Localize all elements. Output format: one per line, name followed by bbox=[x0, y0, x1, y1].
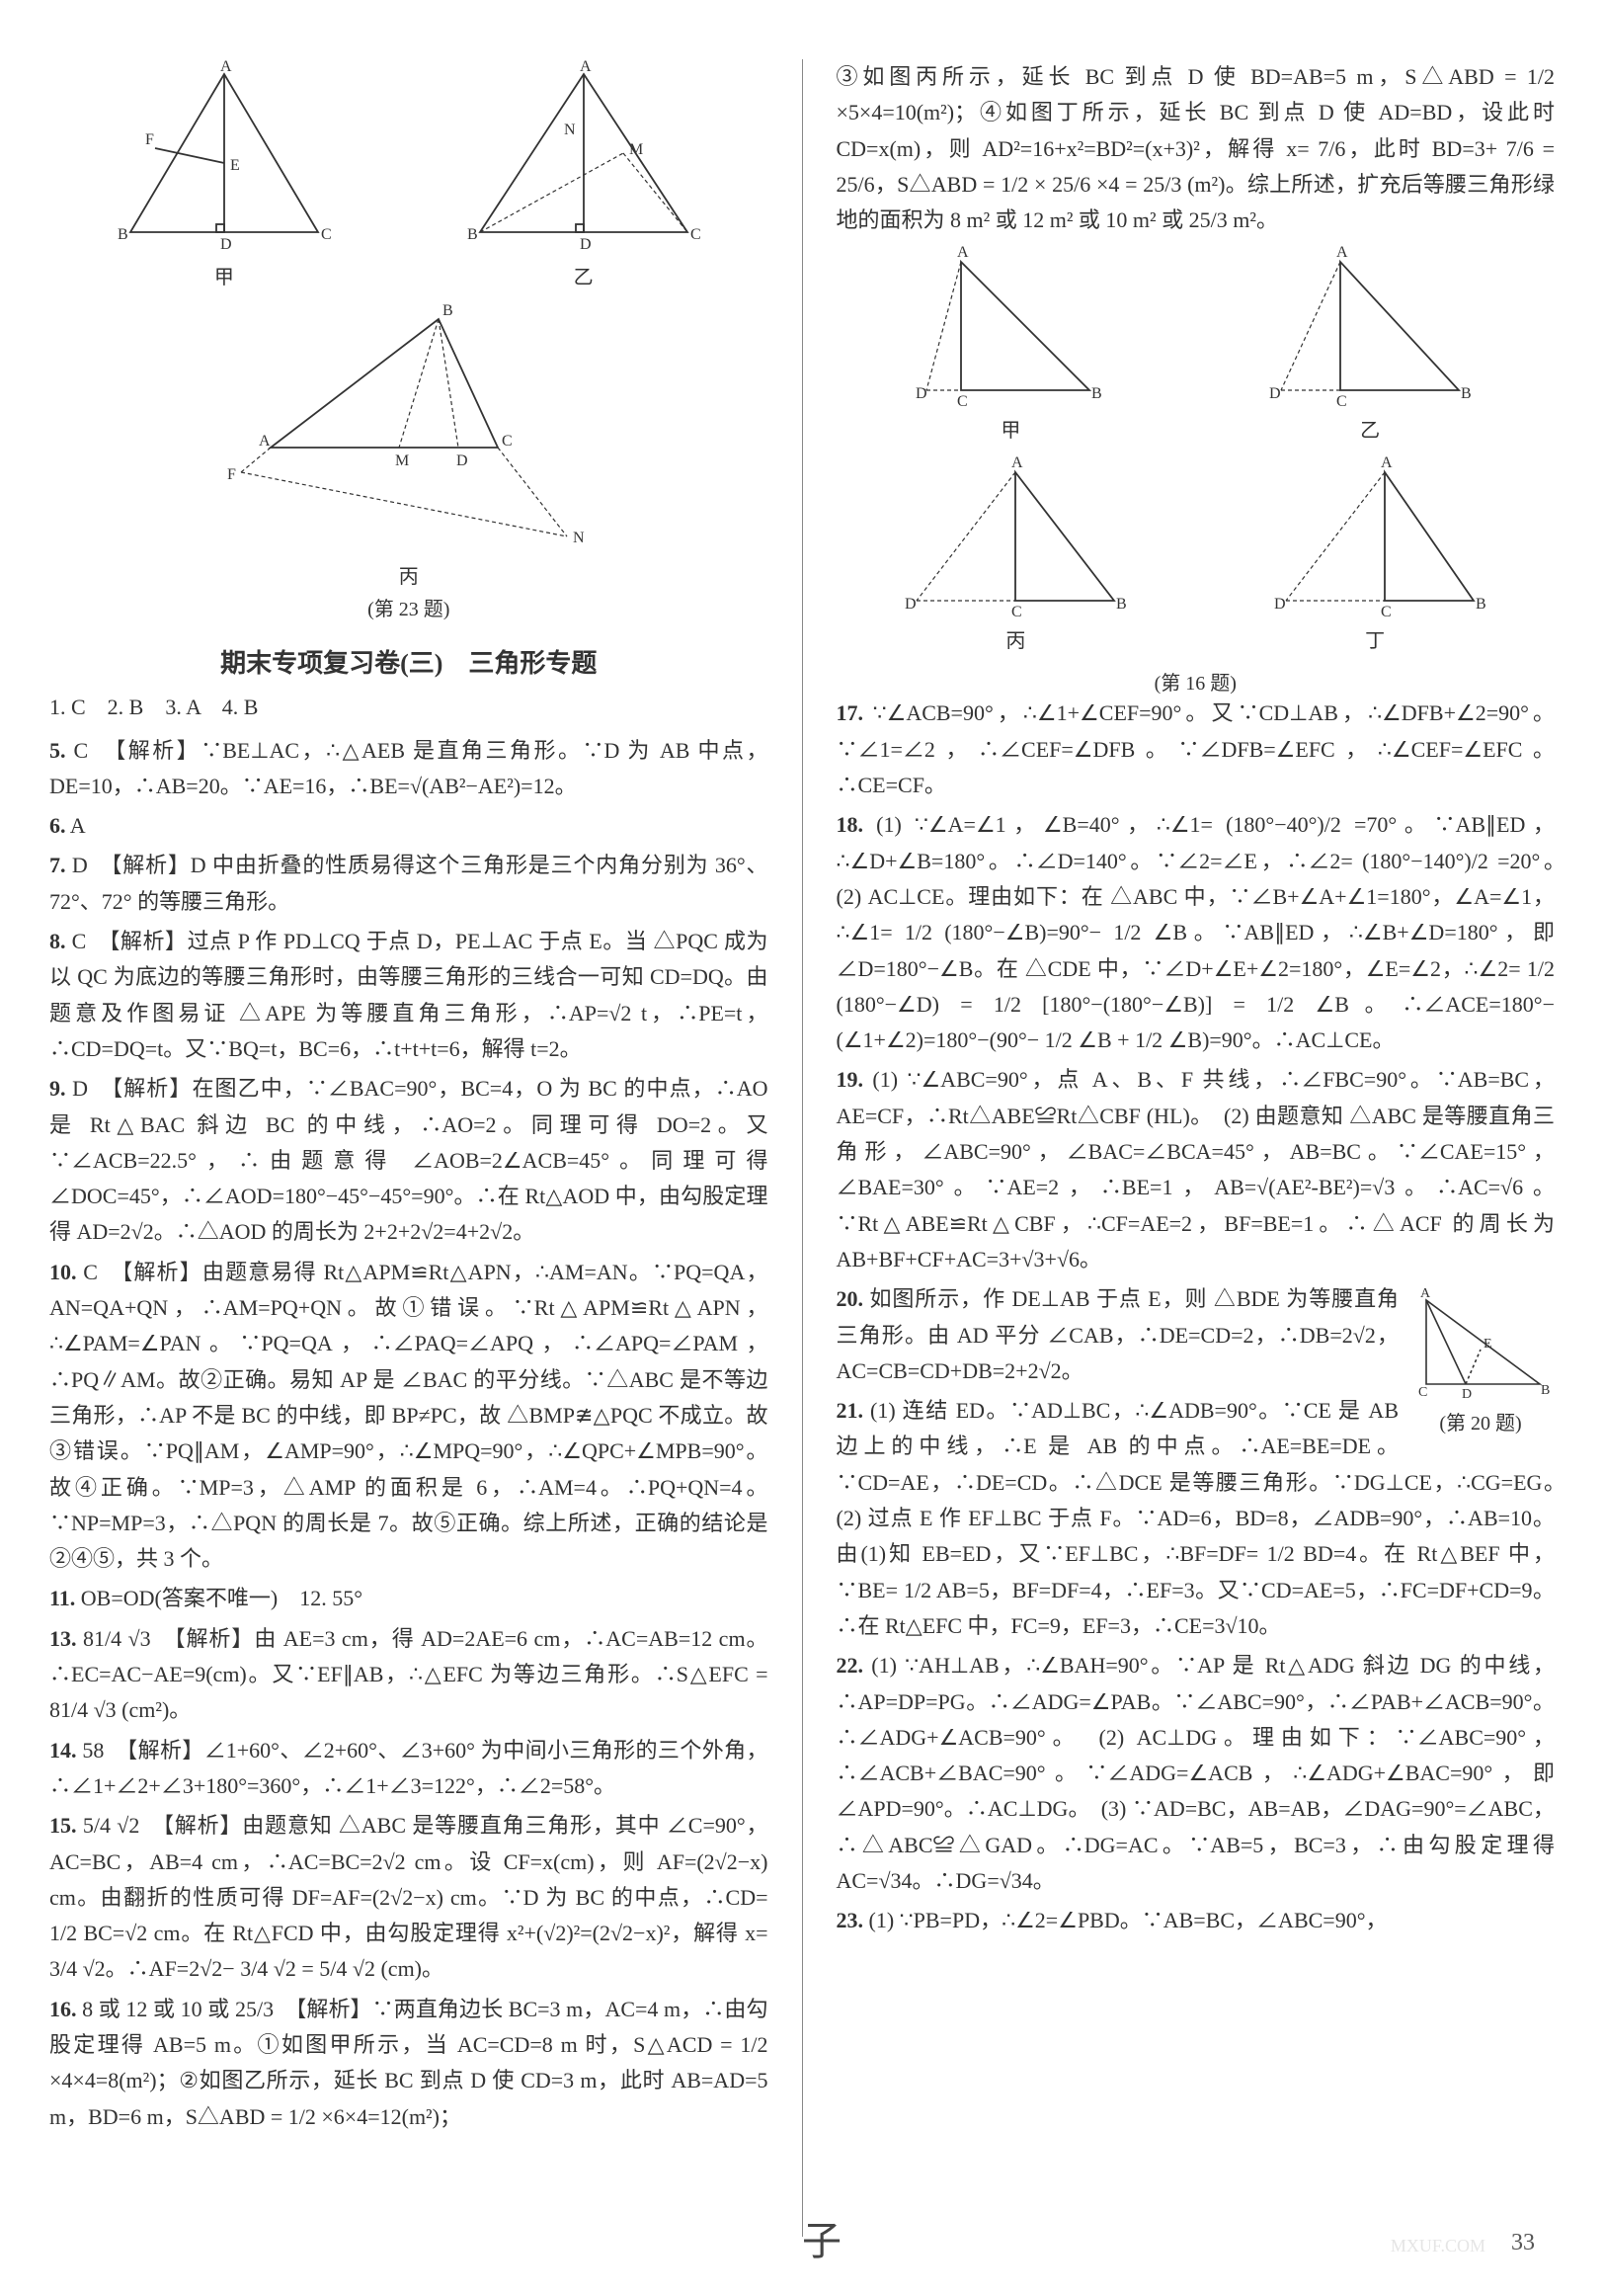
svg-text:C: C bbox=[502, 433, 513, 450]
page-number: 33 bbox=[1511, 2230, 1535, 2256]
left-items: 5. C 【解析】∵BE⊥AC，∴△AEB 是直角三角形。∵D 为 AB 中点，… bbox=[49, 733, 768, 2139]
svg-text:C: C bbox=[321, 226, 332, 243]
svg-text:D: D bbox=[1462, 1387, 1472, 1402]
svg-text:F: F bbox=[145, 131, 154, 148]
fig16-label: (第 16 题) bbox=[837, 667, 1556, 696]
item-23: 23. (1) ∵PB=PD，∴∠2=∠PBD。∵AB=BC，∠ABC=90°， bbox=[837, 1903, 1556, 1938]
item-15: 15. 5/4 √2 【解析】由题意知 △ABC 是等腰直角三角形，其中 ∠C=… bbox=[49, 1808, 768, 1987]
watermark: MXUF.COM bbox=[1391, 2236, 1485, 2256]
caption-yi: 乙 bbox=[455, 261, 712, 289]
item-13: 13. 81/4 √3 【解析】由 AE=3 cm，得 AD=2AE=6 cm，… bbox=[49, 1621, 768, 1729]
rcap-yi: 乙 bbox=[1261, 414, 1479, 443]
svg-text:F: F bbox=[227, 466, 236, 483]
svg-text:B: B bbox=[1091, 385, 1102, 402]
item-14: 14. 58 【解析】∠1+60°、∠2+60°、∠3+60° 为中间小三角形的… bbox=[49, 1733, 768, 1805]
svg-text:A: A bbox=[957, 244, 969, 261]
svg-text:C: C bbox=[1011, 604, 1022, 620]
svg-text:A: A bbox=[1381, 454, 1393, 471]
svg-text:D: D bbox=[456, 452, 468, 469]
right-diagram-ding: A C B D 丁 bbox=[1256, 452, 1493, 653]
svg-text:A: A bbox=[1011, 454, 1023, 471]
svg-text:B: B bbox=[1476, 596, 1486, 613]
svg-text:A: A bbox=[220, 59, 232, 75]
item-7: 7. D 【解析】D 中由折叠的性质易得这个三角形是三个内角分别为 36°、72… bbox=[49, 848, 768, 920]
right-diagram-yi: A C B D 乙 bbox=[1261, 242, 1479, 443]
svg-text:D: D bbox=[1274, 596, 1286, 613]
svg-text:B: B bbox=[118, 226, 128, 243]
rt-triangle-jia-icon: A C B D bbox=[912, 242, 1109, 410]
right-items: 17. ∵∠ACB=90°，∴∠1+∠CEF=90°。又∵CD⊥AB，∴∠DFB… bbox=[837, 696, 1556, 1942]
caption-jia: 甲 bbox=[106, 261, 343, 289]
right-diagram-row-2: A C B D 丙 A C B D 丁 bbox=[837, 452, 1556, 653]
svg-text:N: N bbox=[573, 530, 585, 546]
item-16-continued: ③如图丙所示，延长 BC 到点 D 使 BD=AB=5 m，S△ABD = 1/… bbox=[837, 59, 1556, 238]
svg-text:A: A bbox=[1336, 244, 1348, 261]
svg-text:C: C bbox=[690, 226, 701, 243]
triangle-jia-icon: A B C D E F bbox=[106, 59, 343, 257]
item-8: 8. C 【解析】过点 P 作 PD⊥CQ 于点 D，PE⊥AC 于点 E。当 … bbox=[49, 924, 768, 1067]
svg-text:E: E bbox=[230, 157, 240, 174]
svg-text:M: M bbox=[395, 452, 409, 469]
item-5: 5. C 【解析】∵BE⊥AC，∴△AEB 是直角三角形。∵D 为 AB 中点，… bbox=[49, 733, 768, 805]
svg-text:B: B bbox=[1541, 1383, 1550, 1398]
item-18: 18. (1) ∵∠A=∠1，∠B=40°，∴∠1= (180°−40°)/2 … bbox=[837, 807, 1556, 1058]
caption-bing: 丙 bbox=[201, 560, 616, 589]
right-column: ③如图丙所示，延长 BC 到点 D 使 BD=AB=5 m，S△ABD = 1/… bbox=[837, 59, 1556, 2237]
handwriting-scribble: 子 bbox=[802, 2209, 842, 2266]
svg-text:D: D bbox=[580, 236, 592, 253]
svg-text:B: B bbox=[467, 226, 478, 243]
svg-text:D: D bbox=[220, 236, 232, 253]
svg-text:A: A bbox=[580, 59, 592, 75]
svg-text:D: D bbox=[1269, 385, 1281, 402]
svg-text:B: B bbox=[1116, 596, 1127, 613]
right-diagram-bing: A C B D 丙 bbox=[897, 452, 1134, 653]
item-20: ACDBE (第 20 题) 20. 如图所示，作 DE⊥AB 于点 E，则 △… bbox=[837, 1281, 1556, 1389]
diagram-bing: B A C M D F N 丙 (第 23 题) bbox=[201, 299, 616, 621]
svg-text:C: C bbox=[1381, 604, 1392, 620]
diagram-yi: A B C D M N 乙 bbox=[455, 59, 712, 289]
item-19: 19. (1) ∵∠ABC=90°，点 A、B、F 共线，∴∠FBC=90°。∵… bbox=[837, 1062, 1556, 1277]
svg-text:C: C bbox=[957, 393, 968, 410]
svg-text:E: E bbox=[1484, 1337, 1492, 1352]
rcap-ding: 丁 bbox=[1256, 624, 1493, 653]
svg-text:D: D bbox=[905, 596, 917, 613]
fig20-label: (第 20 题) bbox=[1406, 1408, 1555, 1440]
svg-text:A: A bbox=[1420, 1286, 1431, 1301]
svg-text:C: C bbox=[1336, 393, 1347, 410]
section-title: 期末专项复习卷(三) 三角形专题 bbox=[49, 643, 768, 680]
svg-text:B: B bbox=[1461, 385, 1472, 402]
rcap-jia: 甲 bbox=[912, 414, 1109, 443]
diagram-row-top: A B C D E F 甲 bbox=[49, 59, 768, 289]
svg-text:N: N bbox=[564, 122, 576, 138]
svg-text:B: B bbox=[442, 302, 453, 319]
right-diagram-row-1: A C B D 甲 A C B D 乙 bbox=[837, 242, 1556, 443]
triangle-bing-icon: B A C M D F N bbox=[201, 299, 616, 556]
fig20-diagram: A C D B E (第 20 题) bbox=[1406, 1285, 1555, 1440]
svg-text:C: C bbox=[1418, 1385, 1427, 1400]
item-16: 16. 8 或 12 或 10 或 25/3 【解析】∵两直角边长 BC=3 m… bbox=[49, 1992, 768, 2135]
answers-line: 1. C 2. B 3. A 4. B bbox=[49, 688, 768, 727]
item-17: 17. ∵∠ACB=90°，∴∠1+∠CEF=90°。又∵CD⊥AB，∴∠DFB… bbox=[837, 696, 1556, 803]
item-11-12: 11. OB=OD(答案不唯一) 12. 55° bbox=[49, 1581, 768, 1616]
rt-triangle-yi-icon: A C B D bbox=[1261, 242, 1479, 410]
page-container: A B C D E F 甲 bbox=[49, 59, 1555, 2237]
rt-triangle-ding-icon: A C B D bbox=[1256, 452, 1493, 620]
item-22: 22. (1) ∵AH⊥AB，∴∠BAH=90°。∵AP 是 Rt△ADG 斜边… bbox=[837, 1648, 1556, 1899]
fig23-label: (第 23 题) bbox=[201, 593, 616, 621]
left-column: A B C D E F 甲 bbox=[49, 59, 768, 2237]
svg-text:D: D bbox=[916, 385, 927, 402]
diagram-jia: A B C D E F 甲 bbox=[106, 59, 343, 289]
fig20-icon: A C D B E bbox=[1406, 1285, 1555, 1404]
svg-text:M: M bbox=[629, 141, 643, 158]
rcap-bing: 丙 bbox=[897, 624, 1134, 653]
right-diagram-jia: A C B D 甲 bbox=[912, 242, 1109, 443]
svg-text:A: A bbox=[259, 433, 271, 450]
column-divider bbox=[802, 59, 803, 2237]
item-10: 10. C 【解析】由题意易得 Rt△APM≌Rt△APN，∴AM=AN。∵PQ… bbox=[49, 1255, 768, 1578]
item-9: 9. D 【解析】在图乙中，∵∠BAC=90°，BC=4，O 为 BC 的中点，… bbox=[49, 1071, 768, 1250]
diagram-row-bottom: B A C M D F N 丙 (第 23 题) bbox=[49, 299, 768, 621]
rt-triangle-bing-icon: A C B D bbox=[897, 452, 1134, 620]
triangle-yi-icon: A B C D M N bbox=[455, 59, 712, 257]
item-6: 6. A bbox=[49, 808, 768, 844]
